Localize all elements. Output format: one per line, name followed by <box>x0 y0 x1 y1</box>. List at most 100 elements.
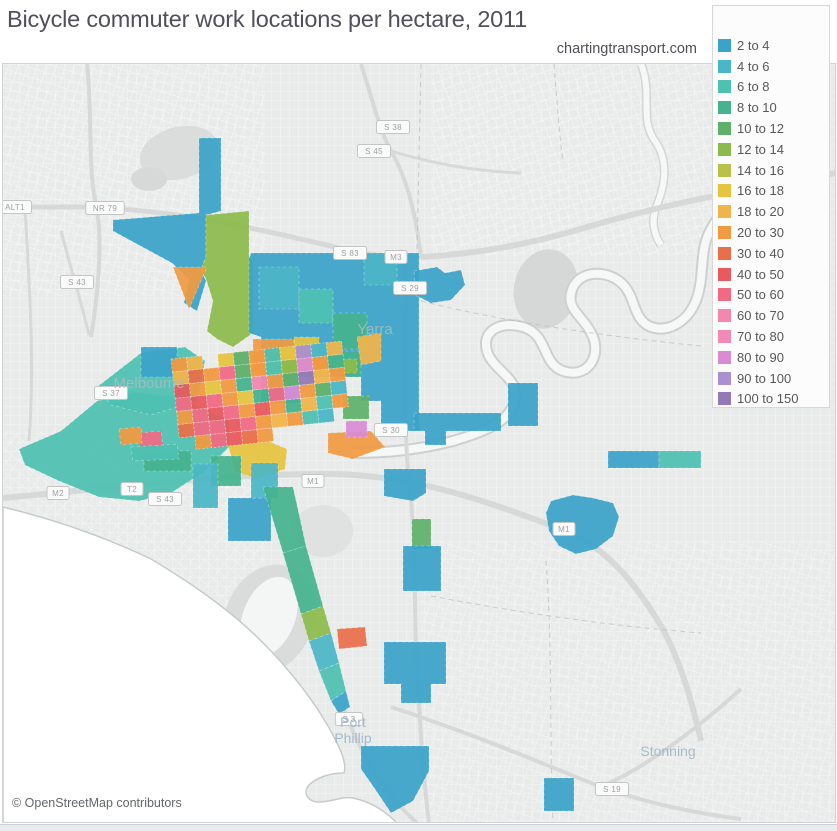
cbd-cell[interactable] <box>193 420 211 437</box>
legend-item-14-to-16[interactable]: 14 to 16 <box>718 160 829 181</box>
cbd-cell[interactable] <box>236 389 255 406</box>
cbd-cell[interactable] <box>225 430 244 447</box>
cbd-cell[interactable] <box>209 432 228 449</box>
cbd-cell[interactable] <box>267 386 286 403</box>
cbd-cell[interactable] <box>177 422 196 439</box>
map-zone-east-melb-green[interactable] <box>342 395 370 420</box>
cbd-cell[interactable] <box>269 399 287 416</box>
map-zone-dockland-orange[interactable] <box>118 426 143 446</box>
map-zone-collingwood-teal[interactable] <box>298 288 334 324</box>
cbd-cell[interactable] <box>317 407 335 424</box>
cbd-cell[interactable] <box>263 347 282 363</box>
map-zone-prahran-blue[interactable] <box>383 641 447 704</box>
cbd-cell[interactable] <box>250 375 269 391</box>
map-zone-kew-square[interactable] <box>507 382 539 427</box>
cbd-cell[interactable] <box>298 383 317 399</box>
legend-item-80-to-90[interactable]: 80 to 90 <box>718 347 829 368</box>
cbd-cell[interactable] <box>331 393 349 409</box>
map-zone-east-melb-purple[interactable] <box>345 420 368 438</box>
legend-item-100-to-150[interactable]: 100 to 150 <box>718 389 829 410</box>
legend-item-30-to-40[interactable]: 30 to 40 <box>718 243 829 264</box>
cbd-cell[interactable] <box>186 355 204 371</box>
map-zone-south-yarra-1[interactable] <box>383 468 427 502</box>
map-zone-jolimont-orange[interactable] <box>327 430 386 460</box>
map-zone-east-bar-blue[interactable] <box>607 450 660 469</box>
map-zone-south-melb-blue[interactable] <box>227 497 272 542</box>
map-zone-amber-ne-cbd[interactable] <box>356 332 382 366</box>
map-zone-carlton-column[interactable] <box>200 210 254 348</box>
cbd-cell[interactable] <box>266 373 285 389</box>
legend-item-12-to-14[interactable]: 12 to 14 <box>718 139 829 160</box>
cbd-cell[interactable] <box>329 380 348 396</box>
cbd-cell[interactable] <box>217 352 235 368</box>
cbd-cell[interactable] <box>314 381 333 398</box>
legend-item-20-to-30[interactable]: 20 to 30 <box>718 222 829 243</box>
cbd-cell[interactable] <box>310 342 328 358</box>
cbd-cell[interactable] <box>255 414 273 430</box>
cbd-cell[interactable] <box>311 355 330 371</box>
cbd-cell[interactable] <box>279 345 297 362</box>
map-canvas[interactable]: ALT1 NR 79S 43S 38S 45S 83 M3S 29S 37S 30M… <box>3 64 835 822</box>
map-zone-hawksburn-green[interactable] <box>411 518 432 550</box>
cbd-cell[interactable] <box>170 356 189 373</box>
legend-item-70-to-80[interactable]: 70 to 80 <box>718 326 829 347</box>
map-zone-victoria-park[interactable] <box>413 266 466 304</box>
cbd-cell[interactable] <box>280 358 299 375</box>
map-zone-albert-park-blue[interactable] <box>360 745 430 814</box>
map-zone-burnley-blob[interactable] <box>545 494 620 555</box>
map-zone-stkilda-rd-3[interactable] <box>300 605 332 642</box>
cbd-cell[interactable] <box>208 419 227 435</box>
cbd-cell[interactable] <box>256 427 275 444</box>
map-zone-dockland-teal-row[interactable] <box>130 443 180 462</box>
cbd-cell[interactable] <box>270 412 289 429</box>
map-zone-flemington-orange[interactable] <box>172 266 208 310</box>
cbd-cell[interactable] <box>174 396 193 412</box>
map-zone-hawthorn-strip[interactable] <box>413 412 502 446</box>
cbd-cell[interactable] <box>232 350 251 366</box>
cbd-cell[interactable] <box>207 406 225 422</box>
map-zone-wesley-red[interactable] <box>336 626 368 650</box>
cbd-cell[interactable] <box>204 379 223 396</box>
cbd-cell[interactable] <box>249 361 268 378</box>
legend-item-40-to-50[interactable]: 40 to 50 <box>718 264 829 285</box>
cbd-cell[interactable] <box>234 363 252 380</box>
map-zone-south-melb-teal[interactable] <box>192 463 219 509</box>
cbd-cell[interactable] <box>194 434 213 450</box>
cbd-cell[interactable] <box>281 371 300 388</box>
cbd-cell[interactable] <box>239 416 258 432</box>
map-zone-east-bar-teal[interactable] <box>658 450 702 469</box>
legend-item-8-to-10[interactable]: 8 to 10 <box>718 97 829 118</box>
cbd-cell[interactable] <box>191 407 210 424</box>
legend-item-18-to-20[interactable]: 18 to 20 <box>718 201 829 222</box>
cbd-cell[interactable] <box>219 378 238 394</box>
cbd-cell[interactable] <box>190 394 208 411</box>
cbd-cell[interactable] <box>238 402 256 419</box>
map-zone-stkilda-blue[interactable] <box>543 777 575 812</box>
legend-item-50-to-60[interactable]: 50 to 60 <box>718 285 829 306</box>
legend-item-16-to-18[interactable]: 16 to 18 <box>718 181 829 202</box>
map-zone-fitzroy-teal[interactable] <box>258 266 300 310</box>
cbd-cell[interactable] <box>265 360 283 376</box>
legend-item-60-to-70[interactable]: 60 to 70 <box>718 305 829 326</box>
cbd-cell[interactable] <box>296 357 314 373</box>
cbd-cell[interactable] <box>284 398 303 414</box>
map-zone-southbank-green[interactable] <box>210 455 242 487</box>
cbd-cell[interactable] <box>221 391 239 408</box>
cbd-cell[interactable] <box>187 368 206 385</box>
cbd-cell[interactable] <box>218 365 237 381</box>
legend-item-4-to-6[interactable]: 4 to 6 <box>718 56 829 77</box>
cbd-cell[interactable] <box>328 366 347 383</box>
cbd-cell[interactable] <box>224 417 242 434</box>
cbd-cell[interactable] <box>325 340 344 357</box>
cbd-cell[interactable] <box>235 376 254 393</box>
cbd-cell[interactable] <box>222 404 241 421</box>
cbd-cell[interactable] <box>176 409 194 426</box>
cbd-cell[interactable] <box>283 384 302 401</box>
map-zone-south-yarra-2[interactable] <box>402 545 442 592</box>
legend-item-90-to-100[interactable]: 90 to 100 <box>718 368 829 389</box>
legend-item-6-to-8[interactable]: 6 to 8 <box>718 77 829 98</box>
cbd-cell[interactable] <box>286 411 304 427</box>
cbd-cell[interactable] <box>253 401 272 417</box>
cbd-cell[interactable] <box>252 388 270 404</box>
map-zone-stkilda-rd-6[interactable] <box>330 690 351 715</box>
